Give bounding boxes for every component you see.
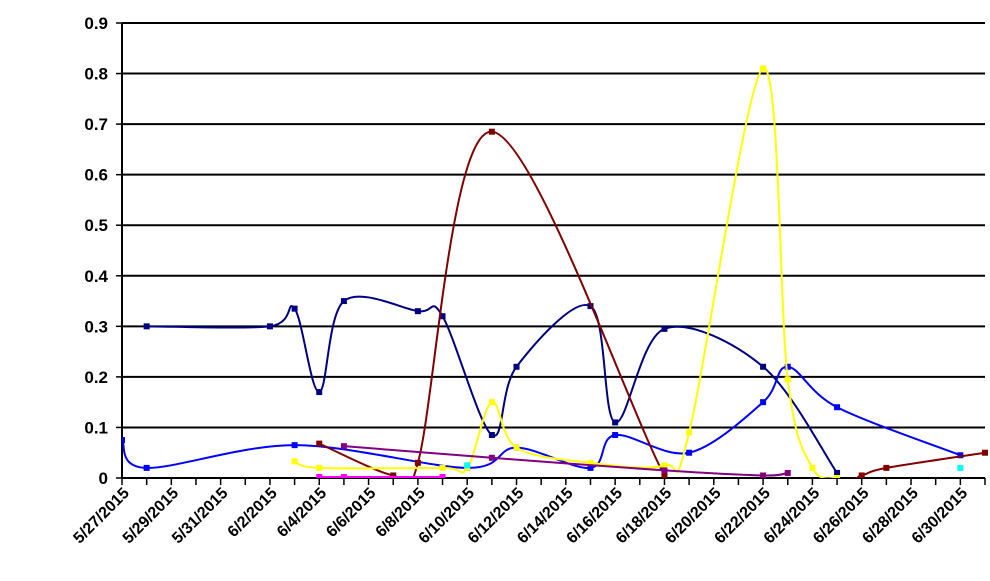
- x-tick-label: 6/2/2015: [225, 485, 281, 541]
- y-tick-label: 0.9: [84, 14, 108, 33]
- data-point: [340, 473, 347, 478]
- series-line: [294, 67, 838, 478]
- plot-area: [122, 65, 988, 491]
- series-line: [146, 295, 838, 474]
- data-point: [488, 128, 495, 135]
- data-point: [316, 473, 323, 478]
- data-point: [784, 469, 791, 476]
- data-point: [661, 472, 668, 478]
- axes: [121, 23, 985, 479]
- data-point: [858, 472, 865, 478]
- data-point: [760, 65, 767, 72]
- data-point: [439, 473, 446, 478]
- data-point: [390, 472, 397, 478]
- data-point: [291, 305, 298, 312]
- data-point: [612, 432, 619, 439]
- data-point: [834, 469, 841, 476]
- data-point: [686, 449, 693, 456]
- y-tick-label: 0.4: [84, 267, 108, 286]
- data-point: [488, 399, 495, 406]
- data-point: [834, 404, 841, 411]
- data-point: [316, 464, 323, 471]
- data-point: [316, 440, 323, 447]
- data-point: [488, 432, 495, 439]
- series-6: [464, 462, 964, 471]
- x-tick-label: 6/4/2015: [274, 485, 330, 541]
- data-point: [661, 325, 668, 332]
- data-point: [439, 464, 446, 471]
- data-point: [291, 442, 298, 449]
- series-4: [340, 443, 791, 478]
- series-1: [122, 363, 964, 471]
- data-point: [439, 313, 446, 320]
- series-line: [318, 130, 986, 478]
- data-point: [661, 467, 668, 474]
- data-point: [414, 308, 421, 315]
- data-point: [143, 323, 150, 330]
- data-point: [340, 298, 347, 305]
- data-point: [291, 458, 298, 465]
- data-point: [686, 485, 692, 491]
- data-point: [957, 452, 964, 459]
- series-5: [316, 473, 446, 478]
- data-point: [513, 363, 520, 370]
- y-tick-label: 0.7: [84, 115, 108, 134]
- data-point: [316, 389, 323, 396]
- data-point: [686, 429, 693, 436]
- series-3: [291, 65, 841, 478]
- data-point: [587, 459, 594, 466]
- x-tick-label: 6/6/2015: [323, 485, 379, 541]
- data-point: [784, 376, 791, 383]
- data-point: [883, 464, 890, 471]
- data-point: [809, 464, 816, 471]
- data-point: [488, 454, 495, 461]
- data-point: [266, 323, 273, 330]
- series-2: [316, 128, 988, 491]
- data-point: [760, 472, 767, 478]
- data-point: [513, 444, 520, 451]
- y-tick-label: 0.5: [84, 216, 108, 235]
- x-axis-ticks: 5/27/20155/29/20155/31/20156/2/20156/4/2…: [70, 478, 986, 547]
- data-point: [834, 475, 841, 478]
- data-point: [464, 462, 471, 469]
- y-tick-label: 0.8: [84, 65, 108, 84]
- y-axis-ticks: 0 0.1 0.2 0.3 0.4 0.5 0.6 0.7 0.8 0.9: [84, 14, 122, 488]
- data-point: [982, 449, 988, 456]
- y-tick-label: 0.1: [84, 418, 108, 437]
- y-tick-label: 0.2: [84, 368, 108, 387]
- data-point: [612, 419, 619, 426]
- data-point: [661, 462, 668, 469]
- data-point: [414, 459, 421, 466]
- data-point: [957, 464, 964, 471]
- y-tick-label: 0: [99, 469, 108, 488]
- gridlines: [122, 22, 985, 429]
- data-point: [143, 464, 150, 471]
- series-line: [122, 365, 961, 469]
- data-point: [340, 443, 347, 450]
- y-tick-label: 0.3: [84, 317, 108, 336]
- data-point: [587, 464, 594, 471]
- data-point: [760, 363, 767, 370]
- data-point: [760, 399, 767, 406]
- data-point: [784, 363, 791, 370]
- y-tick-label: 0.6: [84, 166, 108, 185]
- data-point: [122, 437, 125, 444]
